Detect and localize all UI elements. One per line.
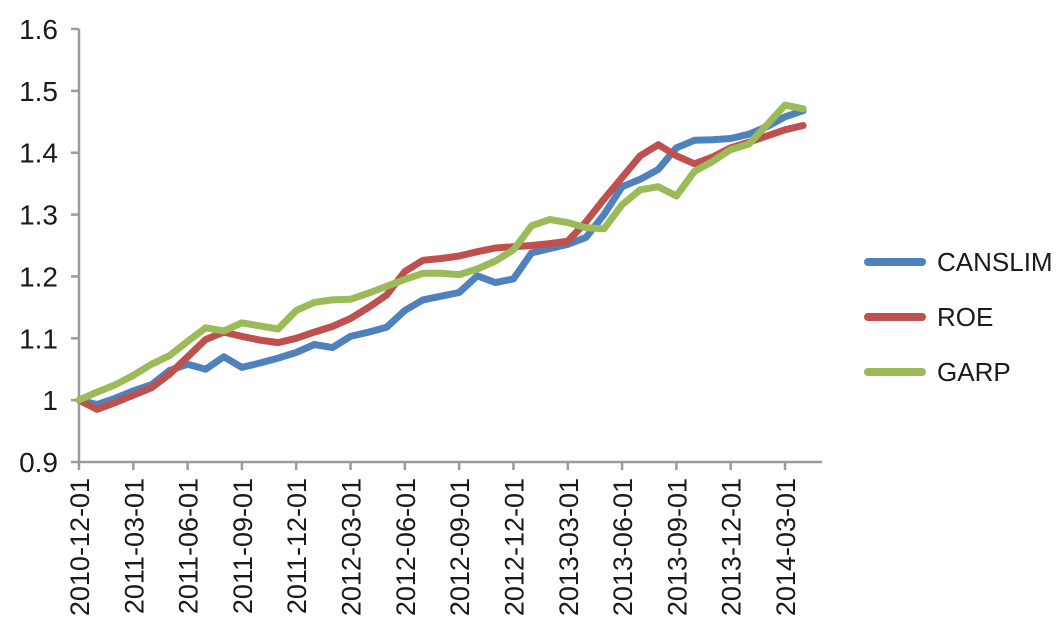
y-tick-label: 1.1 xyxy=(19,323,58,354)
legend-label-canslim: CANSLIM xyxy=(937,247,1053,277)
legend-item-garp: GARP xyxy=(864,358,1053,386)
x-tick-label: 2013-06-01 xyxy=(608,478,638,616)
y-tick-label: 1 xyxy=(42,385,58,416)
x-tick-label: 2011-06-01 xyxy=(174,478,204,614)
legend-swatch-canslim xyxy=(864,258,926,266)
x-tick-label: 2014-03-01 xyxy=(771,478,801,616)
x-tick-label: 2012-03-01 xyxy=(337,478,367,616)
legend-label-garp: GARP xyxy=(937,357,1011,387)
x-tick-label: 2012-12-01 xyxy=(499,478,529,616)
legend-swatch-garp xyxy=(864,368,926,376)
x-tick-label: 2012-09-01 xyxy=(445,478,475,616)
x-tick-label: 2013-09-01 xyxy=(662,478,692,616)
garp-line xyxy=(75,101,807,404)
chart-legend: CANSLIM ROE GARP xyxy=(864,248,1053,413)
canslim-line xyxy=(75,107,807,408)
x-tick-label: 2011-12-01 xyxy=(282,478,312,614)
x-tick-label: 2011-09-01 xyxy=(228,478,258,614)
y-tick-label: 1.6 xyxy=(19,14,58,45)
y-tick-label: 1.5 xyxy=(19,76,58,107)
x-tick-label: 2013-03-01 xyxy=(554,478,584,616)
x-tick-label: 2012-06-01 xyxy=(391,478,421,616)
y-tick-label: 1.2 xyxy=(19,261,58,292)
x-tick-label: 2011-03-01 xyxy=(119,478,149,614)
y-tick-label: 1.3 xyxy=(19,200,58,231)
x-tick-label: 2010-12-01 xyxy=(65,478,95,616)
legend-swatch-roe xyxy=(864,313,926,321)
roe-line xyxy=(75,122,807,413)
legend-item-roe: ROE xyxy=(864,303,1053,331)
y-tick-label: 1.4 xyxy=(19,138,58,169)
legend-item-canslim: CANSLIM xyxy=(864,248,1053,276)
x-tick-label: 2013-12-01 xyxy=(717,478,747,616)
legend-label-roe: ROE xyxy=(937,302,994,332)
y-tick-label: 0.9 xyxy=(19,447,58,478)
